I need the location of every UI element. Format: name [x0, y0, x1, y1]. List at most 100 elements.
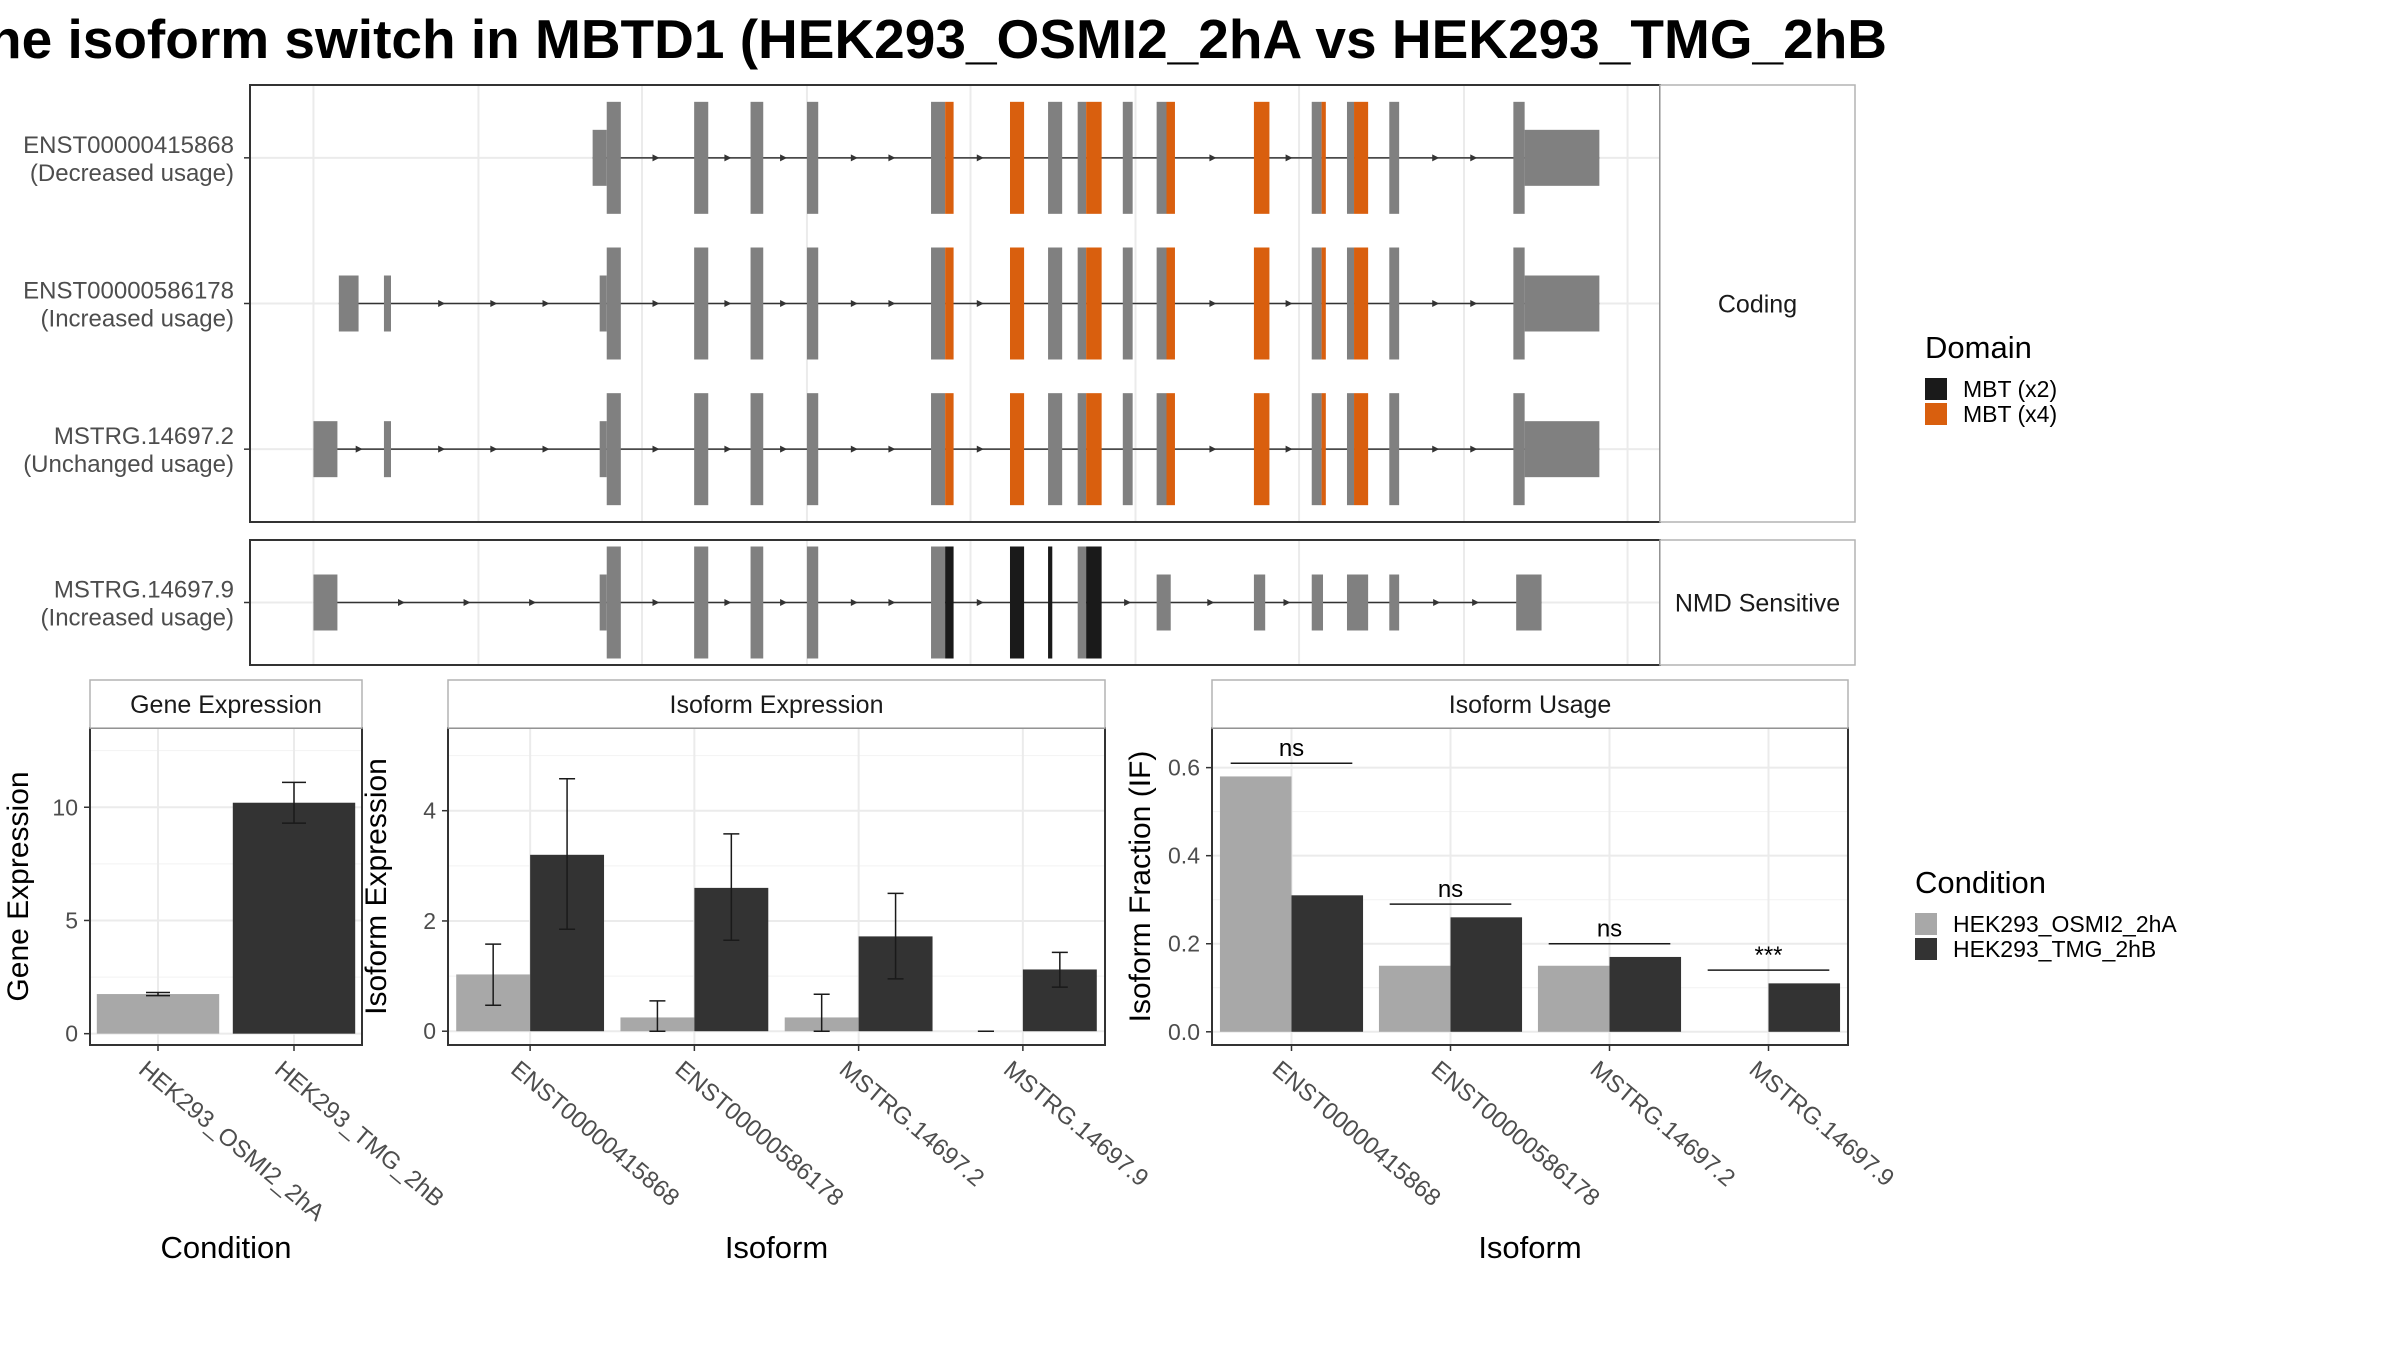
exon	[931, 393, 946, 506]
facet-strip	[1659, 84, 1856, 523]
direction-arrow	[1470, 445, 1478, 453]
exon	[1156, 393, 1167, 506]
exon	[1253, 393, 1270, 506]
exon	[1048, 546, 1053, 659]
direction-arrow	[1283, 599, 1291, 606]
direction-arrow	[888, 300, 896, 307]
direction-arrow	[652, 300, 660, 307]
exon	[1122, 101, 1133, 214]
exon	[1346, 247, 1355, 360]
significance-label: ns	[1279, 735, 1304, 762]
legend-title: Domain	[1925, 330, 2032, 365]
isoform-track	[338, 247, 1600, 360]
exon	[338, 275, 359, 332]
direction-arrow	[1432, 445, 1440, 453]
exon	[1166, 101, 1175, 214]
direction-arrow	[1207, 599, 1215, 606]
direction-arrow	[652, 445, 660, 453]
direction-arrow	[724, 445, 732, 453]
direction-arrow	[529, 599, 537, 606]
direction-arrow	[780, 445, 788, 453]
x-tick-label: ENST00000415868	[1267, 1056, 1446, 1212]
isoform-label: ENST00000586178	[23, 278, 234, 305]
direction-arrow	[850, 300, 858, 307]
direction-arrow	[724, 599, 732, 606]
exon	[606, 546, 621, 659]
y-tick-label: 0.0	[1168, 1019, 1200, 1045]
direction-arrow	[490, 300, 498, 307]
exon	[750, 247, 764, 360]
structure-panel: ENST00000415868(Decreased usage) ENST0000…	[23, 84, 1856, 523]
y-tick-label: 0.6	[1168, 755, 1200, 781]
direction-arrow	[1285, 300, 1293, 307]
facet-strip-label: Isoform Expression	[670, 691, 884, 719]
direction-arrow	[355, 445, 363, 453]
exon	[1009, 101, 1025, 214]
exon	[694, 101, 709, 214]
facet-strip-label: Coding	[1718, 291, 1797, 319]
legend-swatch	[1915, 913, 1937, 935]
exon	[1253, 101, 1270, 214]
exon	[806, 393, 819, 506]
exon	[694, 247, 709, 360]
exon	[1389, 247, 1400, 360]
exon	[1311, 574, 1324, 631]
exon	[1156, 247, 1167, 360]
exon	[945, 546, 954, 659]
direction-arrow	[888, 445, 896, 453]
isoform-label: ENST00000415868	[23, 132, 234, 159]
x-tick-label: MSTRG.14697.9	[998, 1056, 1153, 1192]
direction-arrow	[724, 300, 732, 307]
direction-arrow	[888, 154, 896, 162]
direction-arrow	[438, 445, 446, 453]
exon	[599, 574, 607, 631]
isoform-usage-label: (Decreased usage)	[30, 160, 234, 187]
exon	[1077, 393, 1087, 506]
direction-arrow	[463, 599, 471, 606]
direction-arrow	[1124, 599, 1132, 606]
y-tick-label: 0.2	[1168, 931, 1200, 957]
exon	[1346, 574, 1369, 631]
exon	[1516, 574, 1542, 631]
direction-arrow	[976, 300, 984, 307]
exon	[1156, 574, 1171, 631]
exon	[1346, 393, 1355, 506]
exon	[1513, 393, 1525, 506]
direction-arrow	[1470, 154, 1478, 162]
exon	[1009, 247, 1025, 360]
direction-arrow	[976, 445, 984, 453]
exon	[1077, 101, 1087, 214]
exon	[599, 275, 607, 332]
exon	[931, 101, 946, 214]
exon	[945, 101, 954, 214]
y-axis-title: Isoform Fraction (IF)	[1124, 751, 1157, 1023]
exon	[945, 247, 954, 360]
x-axis-title: Condition	[161, 1230, 292, 1265]
isoform-track	[313, 546, 1542, 659]
exon	[1009, 546, 1025, 659]
exon	[750, 101, 764, 214]
exon	[931, 247, 946, 360]
exon	[1311, 101, 1322, 214]
legend-label: HEK293_OSMI2_2hA	[1953, 911, 2177, 937]
bar	[1609, 956, 1682, 1032]
direction-arrow	[1432, 300, 1440, 307]
exon	[1086, 393, 1102, 506]
exon	[1354, 247, 1369, 360]
legend-label: MBT (x4)	[1963, 401, 2057, 427]
exon	[931, 546, 946, 659]
exon	[1086, 546, 1102, 659]
exon	[1048, 101, 1063, 214]
isoform-label: MSTRG.14697.9	[54, 577, 234, 604]
significance-label: ns	[1438, 876, 1463, 903]
direction-arrow	[490, 445, 498, 453]
exon	[1311, 247, 1322, 360]
facet-strip	[447, 679, 1106, 729]
exon	[1048, 393, 1063, 506]
significance-label: ***	[1754, 942, 1782, 969]
facet-strip-label: NMD Sensitive	[1675, 590, 1840, 618]
direction-arrow	[780, 300, 788, 307]
direction-arrow	[1209, 445, 1217, 453]
isoform-label: MSTRG.14697.2	[54, 423, 234, 450]
